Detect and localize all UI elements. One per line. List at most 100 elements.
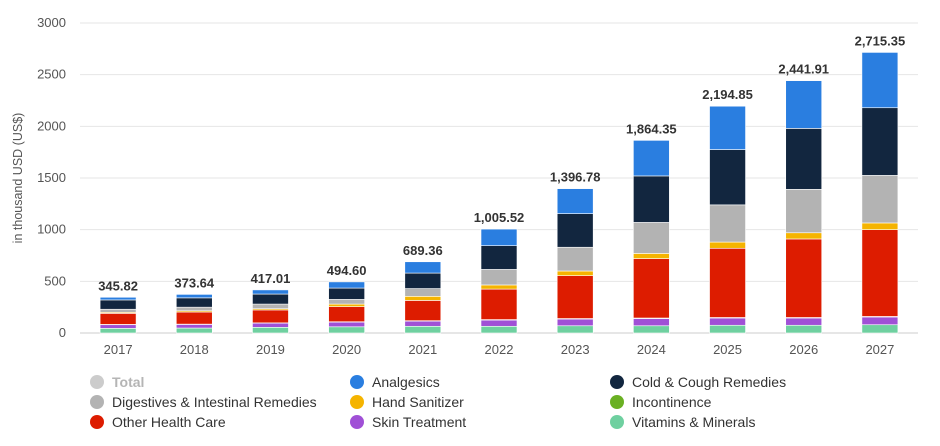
x-tick-label: 2024 bbox=[637, 342, 666, 357]
legend-label: Digestives & Intestinal Remedies bbox=[112, 394, 317, 410]
bar-segment bbox=[175, 297, 213, 308]
bar-segment bbox=[328, 303, 365, 307]
bars bbox=[99, 52, 899, 334]
legend-swatch bbox=[610, 375, 624, 389]
bar-segment bbox=[99, 299, 137, 310]
bar-segment bbox=[861, 222, 899, 230]
bar-segment bbox=[709, 241, 746, 249]
legend-label: Hand Sanitizer bbox=[372, 394, 464, 410]
legend-item[interactable]: Hand Sanitizer bbox=[350, 394, 464, 410]
y-tick-label: 2000 bbox=[37, 118, 66, 133]
bar-stack-2020 bbox=[328, 281, 365, 334]
x-tick-label: 2021 bbox=[408, 342, 437, 357]
bar-segment bbox=[99, 324, 137, 329]
total-data-label: 1,864.35 bbox=[626, 121, 677, 136]
bar-segment bbox=[252, 293, 289, 305]
bar-stack-2023 bbox=[556, 188, 594, 334]
legend-swatch bbox=[90, 395, 104, 409]
bar-segment bbox=[633, 175, 670, 223]
bar-segment bbox=[556, 188, 594, 214]
bar-segment bbox=[99, 328, 137, 334]
bar-segment bbox=[785, 189, 823, 234]
legend-item[interactable]: Skin Treatment bbox=[350, 414, 466, 430]
bar-segment bbox=[328, 306, 365, 323]
bar-segment bbox=[252, 309, 289, 324]
bar-segment bbox=[480, 228, 518, 246]
legend-swatch bbox=[610, 415, 624, 429]
total-data-label: 2,715.35 bbox=[855, 33, 906, 48]
total-data-label: 345.82 bbox=[98, 278, 138, 293]
legend-label: Cold & Cough Remedies bbox=[632, 374, 787, 390]
total-labels: 345.82 373.64 417.01 494.60 689.36 1,005.52 1,… bbox=[98, 33, 905, 293]
y-tick-label: 0 bbox=[59, 325, 66, 340]
total-data-label: 417.01 bbox=[251, 271, 291, 286]
bar-segment bbox=[785, 128, 823, 190]
legend-item[interactable]: Analgesics bbox=[350, 374, 440, 390]
total-data-label: 373.64 bbox=[174, 275, 215, 290]
bar-segment bbox=[328, 287, 365, 300]
bar-segment bbox=[252, 303, 289, 310]
bar-segment bbox=[252, 289, 289, 295]
legend-item[interactable]: Total bbox=[90, 374, 144, 390]
bar-segment bbox=[480, 269, 518, 286]
stacked-bar-chart: 0 500 1000 1500 2000 2500 3000 345.82 373.64 417… bbox=[11, 15, 918, 357]
bar-segment bbox=[99, 313, 137, 325]
y-axis-label: in thousand USD (US$) bbox=[11, 113, 25, 244]
bar-stack-2021 bbox=[404, 261, 442, 334]
x-tick-label: 2026 bbox=[789, 342, 818, 357]
bar-segment bbox=[480, 284, 518, 290]
legend-item[interactable]: Vitamins & Minerals bbox=[610, 414, 755, 430]
bar-stack-2017 bbox=[99, 296, 137, 334]
bar-segment bbox=[404, 320, 442, 327]
bar-segment bbox=[252, 327, 289, 334]
bar-segment bbox=[861, 107, 899, 176]
bar-segment bbox=[861, 175, 899, 224]
legend-label: Skin Treatment bbox=[372, 414, 467, 430]
bar-segment bbox=[480, 325, 518, 334]
bar-stack-2022 bbox=[480, 228, 518, 334]
total-data-label: 1,005.52 bbox=[474, 210, 525, 225]
legend-item[interactable]: Cold & Cough Remedies bbox=[610, 374, 786, 390]
bar-stack-2024 bbox=[633, 140, 670, 334]
bar-segment bbox=[175, 324, 213, 329]
legend-label: Vitamins & Minerals bbox=[632, 414, 756, 430]
bar-segment bbox=[709, 317, 746, 326]
x-tick-label: 2020 bbox=[332, 342, 361, 357]
bar-stack-2027 bbox=[861, 52, 899, 334]
bar-segment bbox=[633, 253, 670, 259]
bar-segment bbox=[633, 222, 670, 254]
legend-item[interactable]: Digestives & Intestinal Remedies bbox=[90, 394, 317, 410]
bar-segment bbox=[709, 247, 746, 318]
bar-segment bbox=[99, 296, 137, 301]
legend-swatch bbox=[350, 375, 364, 389]
legend-swatch bbox=[610, 395, 624, 409]
bar-segment bbox=[556, 275, 594, 319]
bar-segment bbox=[633, 325, 670, 334]
bar-segment bbox=[556, 318, 594, 327]
bar-segment bbox=[633, 140, 670, 177]
x-tick-label: 2023 bbox=[561, 342, 590, 357]
bar-segment bbox=[175, 306, 213, 312]
bar-segment bbox=[252, 322, 289, 328]
legend-swatch bbox=[90, 375, 104, 389]
bar-segment bbox=[404, 325, 442, 334]
bar-segment bbox=[633, 318, 670, 327]
bar-segment bbox=[404, 288, 442, 297]
total-data-label: 2,441.91 bbox=[778, 62, 829, 77]
bar-segment bbox=[404, 272, 442, 289]
x-tick-label: 2025 bbox=[713, 342, 742, 357]
legend-label: Analgesics bbox=[372, 374, 440, 390]
legend-label: Other Health Care bbox=[112, 414, 226, 430]
legend-swatch bbox=[350, 415, 364, 429]
legend-item[interactable]: Other Health Care bbox=[90, 414, 226, 430]
bar-segment bbox=[709, 204, 746, 243]
bar-segment bbox=[480, 245, 518, 270]
bar-stack-2018 bbox=[175, 294, 213, 334]
legend-item[interactable]: Incontinence bbox=[610, 394, 711, 410]
bar-segment bbox=[861, 52, 899, 109]
total-data-label: 2,194.85 bbox=[702, 87, 753, 102]
y-tick-label: 3000 bbox=[37, 15, 66, 30]
bar-segment bbox=[785, 324, 823, 334]
x-tick-label: 2017 bbox=[104, 342, 133, 357]
bar-segment bbox=[861, 324, 899, 334]
